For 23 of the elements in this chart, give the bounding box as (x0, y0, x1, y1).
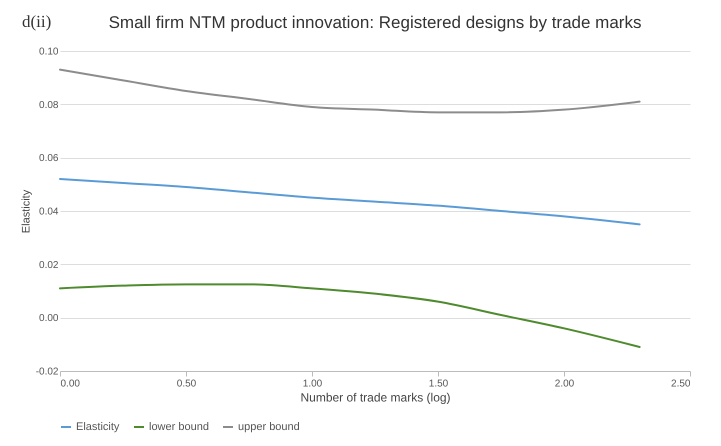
x-tick-label: 2.50 (671, 378, 691, 390)
x-tick-label: 0.50 (176, 378, 197, 390)
y-tick-label: 0.04 (39, 206, 59, 218)
y-tick-label: 0.00 (39, 313, 59, 324)
y-tick-label: 0.08 (39, 100, 59, 111)
legend-label: lower bound (149, 421, 209, 433)
y-tick-label: 0.10 (39, 46, 59, 58)
x-axis-title: Number of trade marks (log) (300, 390, 451, 404)
x-tick-label: 1.50 (428, 378, 449, 390)
y-axis-title: Elasticity (20, 189, 33, 234)
y-tick-label: 0.06 (39, 153, 59, 164)
y-tick-label: 0.02 (39, 260, 59, 271)
y-tick-label: -0.02 (36, 366, 59, 378)
line-series (59, 178, 641, 226)
legend-label: upper bound (238, 421, 300, 433)
text: d(ii) (22, 12, 52, 32)
line-series (59, 68, 641, 114)
x-tick-label: 2.00 (554, 378, 575, 390)
legend-label: Elasticity (76, 421, 120, 433)
x-tick-label: 1.00 (302, 378, 323, 390)
x-tick-label: 0.00 (60, 378, 80, 390)
chart-title: Small firm NTM product innovation: Registered designs by trade marks (108, 13, 642, 32)
line-series (59, 283, 641, 348)
